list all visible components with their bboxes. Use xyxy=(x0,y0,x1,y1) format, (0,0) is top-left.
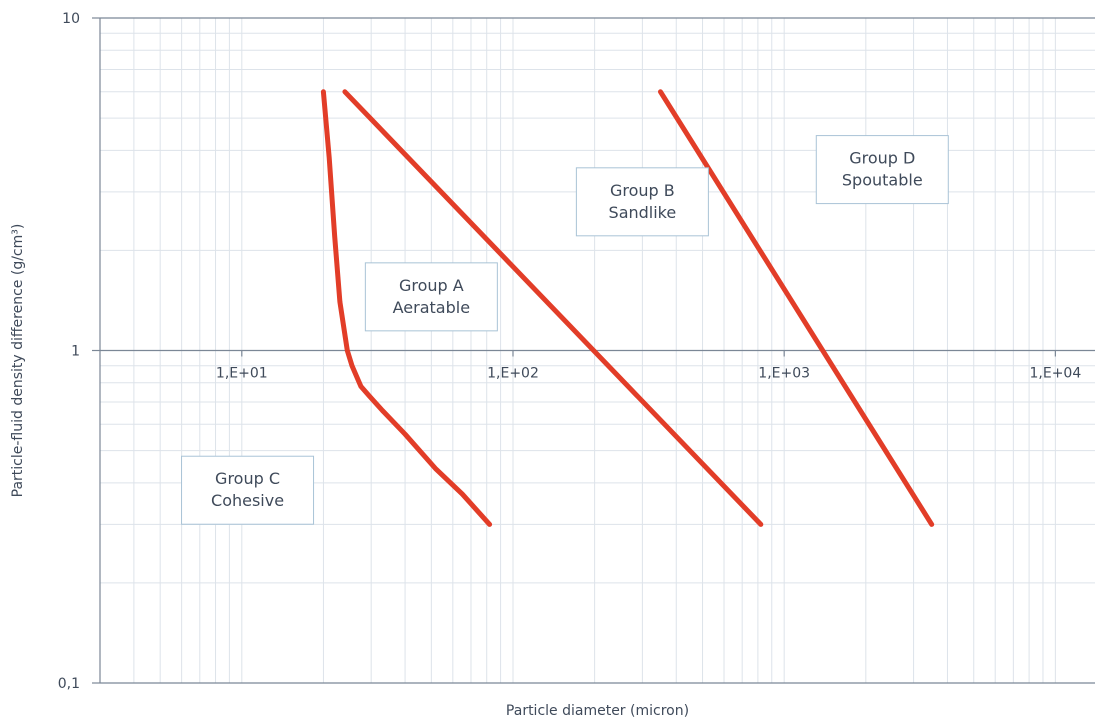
group-label-box-2: Group B Sandlike xyxy=(575,167,709,237)
y-axis-title: Particle-fluid density difference (g/cm³… xyxy=(10,224,26,498)
group-label-border xyxy=(181,455,315,525)
x-tick-label: 1,E+01 xyxy=(216,366,268,382)
group-label-text: Group B xyxy=(610,181,675,200)
group-label-text: Group D xyxy=(849,149,915,168)
group-label-text: Sandlike xyxy=(609,203,677,222)
x-tick-label: 1,E+03 xyxy=(758,366,810,382)
x-tick-label: 1,E+02 xyxy=(487,366,539,382)
group-label-text: Group A xyxy=(399,276,464,295)
series-group xyxy=(320,89,935,527)
group-label-box-4: Group D Spoutable xyxy=(815,135,949,205)
group-label-border xyxy=(364,262,498,332)
group-label-border xyxy=(815,135,949,205)
series-line-1 xyxy=(320,89,493,527)
y-tick-label: 0,1 xyxy=(58,676,80,692)
y-tick-label: 1 xyxy=(71,344,80,360)
group-label-text: Spoutable xyxy=(842,171,923,190)
group-label-box-1: Group A Aeratable xyxy=(364,262,498,332)
x-axis-title: Particle diameter (micron) xyxy=(506,703,689,719)
annotations: Group A Aeratable Group B Sandlike Group C Co… xyxy=(181,135,949,525)
group-label-border xyxy=(575,167,709,237)
y-tick-label: 10 xyxy=(62,11,80,27)
group-label-box-3: Group C Cohesive xyxy=(181,455,315,525)
axes xyxy=(92,17,1095,684)
x-tick-label: 1,E+04 xyxy=(1029,366,1081,382)
group-label-text: Aeratable xyxy=(393,298,470,317)
group-label-text: Cohesive xyxy=(211,491,284,510)
tick-labels: 10 1 0,1 1,E+01 1,E+02 1,E+03 1,E+04 xyxy=(58,11,1082,692)
series-line-3 xyxy=(658,89,935,527)
series-line-2 xyxy=(342,89,764,527)
group-label-text: Group C xyxy=(215,469,280,488)
